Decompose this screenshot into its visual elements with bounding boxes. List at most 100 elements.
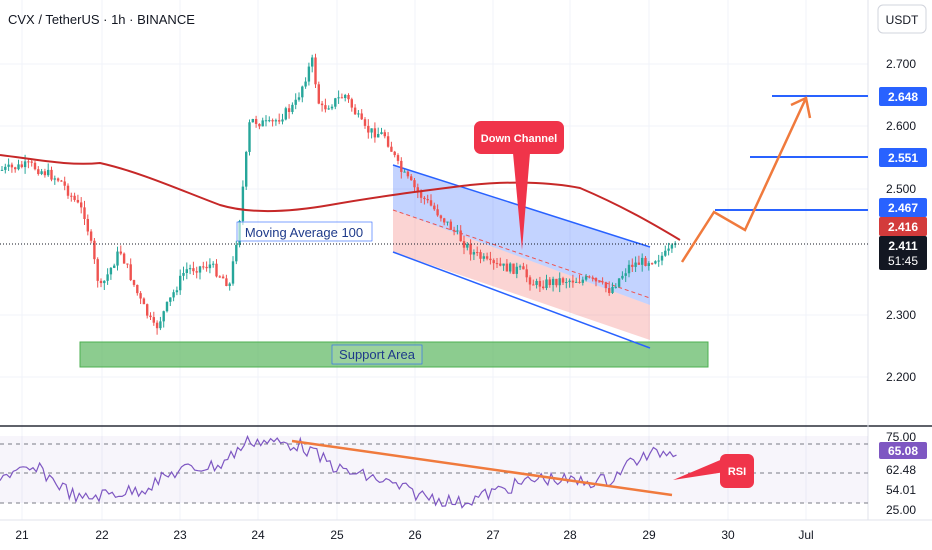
candle-body xyxy=(30,161,33,163)
moving-average-100-line[interactable] xyxy=(0,154,681,241)
candle-body xyxy=(284,108,287,120)
candle-body xyxy=(406,171,410,177)
candle-body xyxy=(568,280,571,283)
price-tick: 2.500 xyxy=(886,182,916,196)
candle-body xyxy=(337,97,340,99)
candle-body xyxy=(320,103,324,106)
candle-body xyxy=(192,268,195,272)
candle-body xyxy=(476,252,479,254)
currency-button-label: USDT xyxy=(886,13,919,27)
rsi-axis[interactable]: 75.00 65.08 62.48 54.01 25.00 xyxy=(879,430,927,517)
rsi-trendline[interactable] xyxy=(291,439,673,497)
candle-body xyxy=(80,202,83,208)
candle-body xyxy=(56,178,60,181)
candle-body xyxy=(641,257,644,265)
candle-body xyxy=(258,123,261,127)
candle-body xyxy=(294,99,297,105)
candle-body xyxy=(103,280,106,284)
candle-body xyxy=(155,322,159,329)
candle-body xyxy=(532,284,535,286)
candle-body xyxy=(221,276,225,279)
price-tick: 2.700 xyxy=(886,57,916,71)
currency-button[interactable]: USDT xyxy=(877,4,927,34)
candle-body xyxy=(575,281,578,283)
candle-body xyxy=(561,278,565,283)
candle-body xyxy=(264,120,268,122)
candle-body xyxy=(106,274,109,281)
candle-body xyxy=(231,261,235,284)
candle-body xyxy=(60,180,63,182)
price-tag-label: 2.467 xyxy=(888,201,918,215)
candle-body xyxy=(657,260,660,262)
projection-arrow-head xyxy=(790,96,812,119)
candle-body xyxy=(429,200,433,206)
candle-body xyxy=(459,230,462,242)
candle-body xyxy=(370,128,373,133)
candle-body xyxy=(212,263,215,265)
candle-body xyxy=(410,176,413,181)
candle-body xyxy=(624,273,627,276)
price-tag-label: 2.416 xyxy=(888,220,918,234)
candle-body xyxy=(528,277,532,285)
price-tag-2648: 2.648 xyxy=(879,87,927,106)
candle-body xyxy=(581,279,584,283)
price-tag-2416: 2.416 xyxy=(879,217,927,236)
price-axis[interactable]: 2.700 2.600 2.500 2.300 2.200 xyxy=(886,57,916,384)
candle-body xyxy=(241,186,245,222)
candle-body xyxy=(10,164,14,168)
down-channel-callout[interactable]: Down Channel xyxy=(474,121,564,250)
candle-body xyxy=(304,81,307,87)
candle-body xyxy=(515,266,518,274)
candle-body xyxy=(334,98,337,107)
candle-body xyxy=(449,221,452,230)
candle-body xyxy=(502,263,505,266)
candle-body xyxy=(113,265,116,268)
candle-body xyxy=(146,304,149,316)
candle-body xyxy=(225,278,228,286)
candle-body xyxy=(281,119,284,122)
price-tag-2467: 2.467 xyxy=(879,198,927,217)
time-tick: Jul xyxy=(798,528,813,542)
candle-body xyxy=(419,191,423,198)
candle-body xyxy=(436,209,439,216)
channel-lower-fill xyxy=(393,210,650,340)
candle-body xyxy=(565,282,568,284)
candle-body xyxy=(99,280,103,284)
candle-body xyxy=(43,171,47,176)
channel-lower-line[interactable] xyxy=(392,251,651,349)
rsi-line[interactable] xyxy=(0,434,677,509)
candle-body xyxy=(76,199,80,203)
candle-body xyxy=(594,278,598,282)
candle-body xyxy=(142,298,146,305)
candle-body xyxy=(631,264,634,267)
time-axis[interactable]: 21 22 23 24 25 26 27 28 29 30 Jul xyxy=(15,528,813,542)
time-tick: 26 xyxy=(408,528,422,542)
candle-body xyxy=(377,134,380,138)
candle-body xyxy=(373,128,377,138)
candle-body xyxy=(363,119,367,126)
time-tick: 24 xyxy=(251,528,265,542)
ma-label-box xyxy=(236,221,373,242)
candle-body xyxy=(393,151,396,156)
candle-body xyxy=(317,84,320,104)
candle-body xyxy=(608,288,611,294)
price-tag-label: 2.551 xyxy=(888,151,918,165)
rsi-callout-label: RSI xyxy=(728,466,746,478)
time-tick: 27 xyxy=(486,528,500,542)
candle-body xyxy=(489,258,492,261)
candle-body xyxy=(96,259,99,281)
candle-body xyxy=(179,275,182,291)
candle-body xyxy=(578,281,581,283)
projection-path[interactable] xyxy=(680,97,808,263)
candle-body xyxy=(660,255,664,261)
rsi-callout[interactable]: RSI xyxy=(673,454,754,488)
support-label-box xyxy=(331,344,423,365)
candle-body xyxy=(301,86,304,98)
candle-body xyxy=(169,297,172,302)
candle-body xyxy=(63,181,66,186)
candle-body xyxy=(14,167,17,170)
candle-body xyxy=(83,207,86,219)
candle-body xyxy=(245,151,248,187)
candle-body xyxy=(644,257,647,266)
